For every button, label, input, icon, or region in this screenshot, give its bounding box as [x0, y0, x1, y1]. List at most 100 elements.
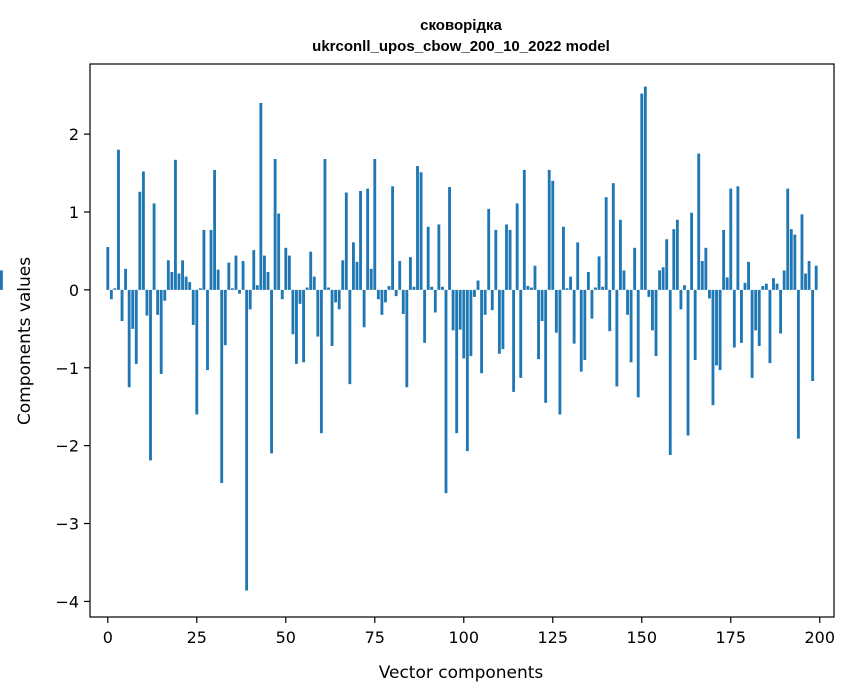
bar-108: [490, 289, 494, 311]
bar-116: [519, 289, 523, 378]
bar-103: [473, 289, 476, 297]
bar-19: [174, 159, 177, 290]
bar-25: [195, 289, 199, 415]
bar-70: [355, 261, 359, 290]
bar-189: [779, 289, 783, 334]
bar-178: [740, 289, 743, 343]
bar-76: [376, 289, 380, 300]
x-tick-label: 25: [187, 628, 207, 647]
bar-67: [344, 192, 348, 290]
y-tick-label: −1: [55, 359, 79, 378]
bar-156: [661, 267, 665, 290]
bar-50: [284, 247, 288, 290]
bar-93: [437, 224, 441, 290]
bar-107: [487, 208, 491, 290]
bar-16: [163, 289, 167, 301]
bar-35: [230, 288, 234, 290]
bar-31: [216, 269, 220, 290]
bar-160: [675, 219, 679, 290]
bar-170: [711, 289, 715, 406]
bar-4: [120, 289, 124, 322]
bar-92: [433, 289, 437, 313]
bar-88: [419, 172, 423, 290]
bar-89: [423, 289, 427, 343]
bar-97: [451, 289, 455, 331]
bar-72: [362, 289, 366, 328]
bar-114: [512, 289, 516, 392]
bar-197: [807, 261, 811, 290]
bar-83: [401, 289, 405, 315]
bar-55: [302, 289, 306, 363]
bar-43: [259, 102, 263, 290]
bar-74: [369, 268, 373, 290]
bar-123: [544, 289, 548, 403]
bar-17: [166, 260, 170, 290]
bar-168: [704, 247, 708, 290]
x-tick-label: 200: [804, 628, 835, 647]
bar-124: [547, 169, 551, 290]
bar-2: [113, 288, 117, 290]
bar-64: [334, 289, 338, 303]
bar-131: [572, 289, 576, 344]
bar-75: [373, 159, 377, 290]
bar-30: [213, 169, 217, 290]
bar-180: [747, 261, 750, 290]
bar-87: [416, 166, 419, 290]
bar-1: [109, 289, 113, 300]
bar-58: [312, 276, 316, 290]
bar-49: [280, 289, 284, 300]
bar-45: [266, 271, 270, 290]
bar-52: [291, 289, 295, 335]
bar-128: [562, 226, 565, 290]
bar-167: [700, 261, 704, 290]
bar-11: [145, 289, 149, 316]
bar-191: [786, 188, 790, 290]
bar-57: [309, 251, 313, 290]
bar-18: [170, 271, 174, 290]
bar-59: [316, 289, 320, 337]
bar-111: [501, 289, 505, 350]
bar-188: [775, 283, 779, 290]
bar-24: [191, 289, 195, 325]
bar-145: [622, 270, 626, 290]
x-axis-label: Vector components: [379, 663, 544, 683]
bar-139: [601, 286, 605, 290]
bar-105: [480, 289, 484, 374]
bar-8: [134, 289, 138, 364]
bar-62: [327, 287, 330, 290]
bar-144: [618, 219, 622, 290]
bar-141: [608, 289, 612, 332]
y-tick-label: 2: [69, 125, 79, 144]
bar-172: [718, 289, 722, 371]
x-tick-label: 125: [538, 628, 569, 647]
bar-104: [476, 280, 480, 290]
bar-148: [633, 247, 637, 290]
bar-101: [465, 289, 469, 452]
bar-181: [750, 289, 754, 378]
bar-21: [181, 260, 184, 290]
bar-36: [234, 255, 238, 290]
x-tick-label: 0: [103, 628, 113, 647]
bar-184: [761, 285, 765, 290]
chart-title: сковорідка: [420, 17, 502, 34]
bar-47: [273, 159, 277, 290]
bar-190: [782, 270, 786, 290]
bar-118: [526, 285, 530, 290]
bar-151: [643, 86, 647, 290]
bar-65: [337, 289, 341, 310]
bar-182: [754, 289, 758, 331]
bar-90: [426, 226, 430, 290]
bar-125: [551, 180, 555, 290]
x-tick-label: 50: [276, 628, 296, 647]
x-tick-label: 175: [715, 628, 746, 647]
bar-147: [629, 289, 633, 363]
bar-152: [647, 289, 651, 297]
bar-106: [483, 289, 487, 315]
bar-34: [227, 262, 231, 290]
bar-80: [391, 186, 395, 290]
bar-15: [159, 289, 163, 374]
bar-81: [394, 289, 398, 297]
bar-154: [654, 289, 658, 357]
bar-61: [323, 159, 327, 290]
bar-150: [640, 93, 644, 290]
